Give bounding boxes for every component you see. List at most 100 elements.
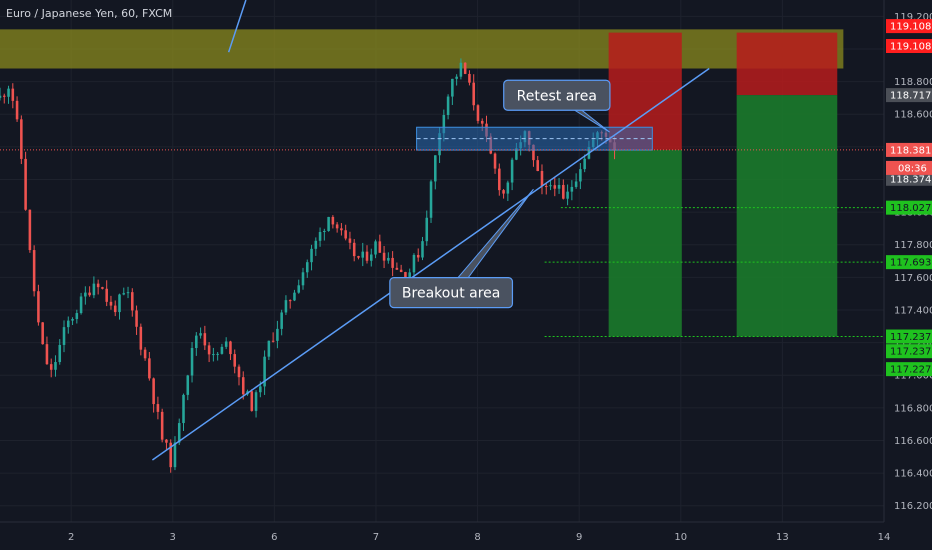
candle-body: [7, 88, 10, 97]
candle-body: [369, 254, 373, 261]
candle-body: [84, 292, 87, 297]
candle-body: [233, 354, 236, 367]
candle-body: [267, 340, 271, 357]
trendline: [151, 67, 710, 461]
candle-body: [361, 251, 365, 258]
candle-body: [374, 241, 377, 255]
candle-body: [212, 354, 215, 356]
candle-body: [101, 287, 104, 289]
time-axis-panel[interactable]: [0, 522, 884, 550]
candle-body: [570, 186, 574, 192]
countdown-badge-bg: [886, 160, 932, 175]
candle-body: [241, 377, 245, 395]
position-risk-box: [736, 32, 838, 96]
overlay-layer: [0, 0, 884, 461]
entry-price-badge: 118.717: [890, 91, 931, 102]
current-price-badge-bg: [886, 142, 932, 157]
candle-body: [323, 230, 326, 233]
candle-body: [173, 442, 177, 468]
candle-body: [327, 216, 330, 231]
candle-body: [331, 216, 335, 225]
price-badges: 119.108 119.108 118.717 118.381 118.374 118.0…: [886, 19, 932, 377]
candle-body: [207, 345, 211, 355]
candle-body: [177, 423, 181, 443]
candle-body: [62, 327, 66, 345]
candle-body: [263, 356, 266, 387]
candle-body: [293, 292, 296, 301]
callout-box: [503, 79, 611, 111]
candle-body: [442, 115, 446, 134]
candle-body: [391, 257, 394, 268]
candle-body: [49, 364, 53, 370]
candle-body: [476, 105, 480, 121]
price-tick-label: 119.200: [894, 12, 932, 23]
price-tick-label: 117.800: [894, 240, 932, 251]
candle-body: [544, 186, 548, 188]
time-tick-label: 9: [576, 532, 582, 543]
candle-body: [20, 119, 23, 159]
stop-price-badge-2-bg: [886, 39, 932, 54]
candle-body: [152, 378, 155, 405]
candle-body: [310, 248, 313, 263]
candle-body: [203, 333, 207, 346]
candle-body: [557, 184, 561, 189]
candle-body: [224, 341, 228, 347]
candle-body: [463, 62, 467, 74]
chart-title: Euro / Japanese Yen, 60, FXCM: [6, 7, 172, 20]
candle-body: [357, 256, 360, 258]
candle-body: [506, 182, 510, 194]
candle-body: [139, 326, 143, 350]
callout-label: Breakout area: [402, 286, 500, 302]
position-reward-box: [736, 95, 838, 337]
candle-body: [532, 144, 535, 161]
candle-body: [169, 442, 172, 468]
callout-label: Retest area: [517, 88, 597, 104]
target-price-badge-4-bg: [886, 344, 932, 359]
callout-box: [389, 277, 514, 309]
candle-body: [96, 283, 100, 288]
candle-body: [135, 310, 138, 327]
target-price-badge-2-bg: [886, 255, 932, 270]
price-tick-label: 117.400: [894, 305, 932, 316]
time-tick-label: 3: [170, 532, 176, 543]
candle-body: [195, 335, 198, 349]
price-tick-label: 118.800: [894, 77, 932, 88]
price-tick-label: 116.800: [894, 403, 932, 414]
price-tick-label: 116.200: [894, 501, 932, 512]
candle-body: [395, 267, 399, 270]
target-price-badge-1-bg: [886, 200, 932, 215]
candle-body: [468, 73, 471, 83]
candle-body: [502, 190, 505, 194]
candle-body: [446, 96, 450, 116]
current-price-badge: 118.381: [890, 145, 931, 156]
price-tick-label: 118.600: [894, 110, 932, 121]
candle-body: [113, 305, 117, 313]
candle-body: [186, 375, 190, 395]
candle-body: [67, 320, 70, 328]
last-price-badge-bg: [886, 171, 932, 186]
last-price-badge: 118.374: [890, 174, 931, 185]
candle-body: [126, 292, 130, 294]
candle-body: [540, 171, 544, 187]
candle-body: [190, 348, 194, 376]
callout: Retest area: [503, 79, 611, 133]
candle-body: [352, 242, 356, 257]
candle-body: [45, 344, 49, 365]
target-price-badge-5-bg: [886, 362, 932, 377]
candle-body: [156, 404, 160, 412]
candle-body: [58, 344, 62, 363]
candle-body: [32, 250, 36, 292]
candle-body: [199, 333, 202, 336]
candle-body: [229, 341, 232, 355]
candle-body: [271, 340, 275, 342]
candle-body: [515, 148, 518, 160]
candle-body: [566, 191, 569, 199]
candle-body: [382, 252, 386, 261]
candle-body: [280, 312, 283, 329]
target-price-badge-3-bg: [886, 329, 932, 344]
candle-body: [562, 184, 565, 199]
price-tick-label: 116.400: [894, 469, 932, 480]
annotations-layer: Retest area Breakout area: [389, 79, 611, 309]
candle-body: [459, 62, 463, 77]
